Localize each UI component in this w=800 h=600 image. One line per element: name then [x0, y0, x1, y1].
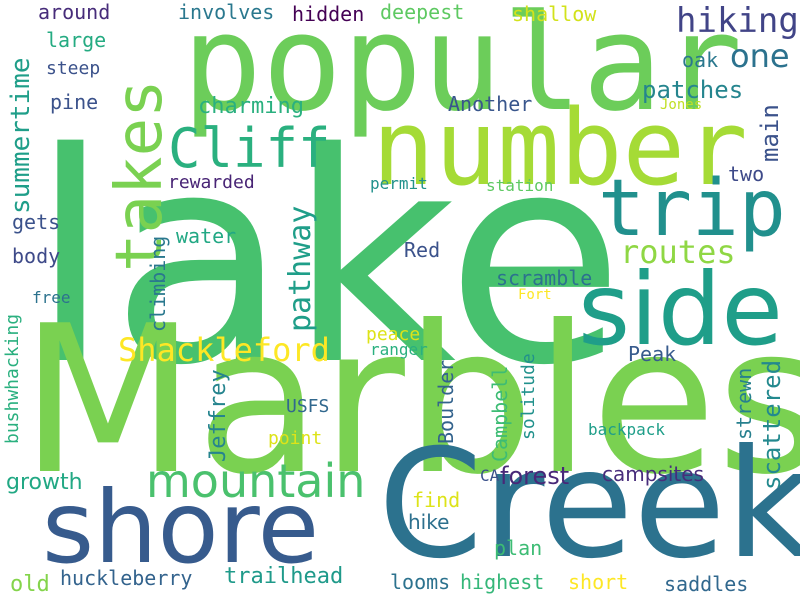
word-campbell: Campbell [488, 365, 512, 462]
word-patches: patches [642, 76, 744, 104]
word-highest: highest [460, 570, 545, 594]
word-growth: growth [6, 470, 83, 495]
word-charming: charming [198, 94, 304, 119]
word-involves: involves [178, 0, 275, 24]
word-summertime: summertime [6, 57, 36, 214]
word-strewn: strewn [732, 367, 756, 440]
word-huckleberry: huckleberry [60, 566, 193, 590]
word-looms: looms [390, 570, 451, 594]
word-jones: Jones [660, 97, 703, 113]
word-jeffrey: Jeffrey [206, 369, 231, 462]
word-climbing: climbing [146, 235, 170, 332]
word-free: free [32, 288, 71, 307]
word-shore: shore [42, 469, 320, 586]
word-shackleford: Shackleford [118, 331, 330, 369]
word-permit: permit [370, 174, 428, 193]
word-ca: CA [480, 466, 500, 485]
word-hike: hike [408, 510, 450, 534]
word-pine: pine [50, 90, 99, 114]
word-short: short [568, 570, 629, 594]
word-another: Another [448, 92, 533, 116]
word-large: large [46, 28, 107, 52]
word-side: side [578, 251, 783, 368]
word-campsites: campsites [602, 462, 704, 486]
word-shallow: shallow [512, 2, 597, 26]
word-hidden: hidden [292, 2, 365, 26]
word-station: station [486, 176, 554, 195]
word-hiking: hiking [676, 1, 799, 41]
word-gets: gets [12, 210, 61, 234]
word-main: main [756, 104, 784, 162]
word-red: Red [404, 238, 441, 262]
word-routes: routes [620, 233, 736, 271]
word-oak: oak [682, 48, 719, 72]
word-steep: steep [46, 58, 101, 79]
word-popular: popular [182, 0, 743, 141]
word-forest: forest [500, 462, 570, 490]
word-two: two [728, 162, 765, 186]
word-marbles: Marbles [20, 283, 800, 520]
word-pathway: pathway [283, 205, 318, 332]
word-number: number [372, 87, 748, 209]
word-scattered: scattered [758, 359, 786, 490]
word-saddles: saddles [664, 572, 749, 596]
word-fort: Fort [518, 287, 552, 303]
word-trip: trip [598, 164, 786, 254]
word-cliff: Cliff [168, 117, 331, 180]
word-boulder: Boulder [434, 359, 458, 444]
word-water: water [176, 224, 237, 248]
word-around: around [38, 0, 111, 24]
word-backpack: backpack [588, 420, 666, 439]
word-peak: Peak [628, 342, 677, 366]
word-one: one [730, 37, 790, 75]
word-scramble: scramble [496, 266, 593, 290]
word-ranger: ranger [370, 340, 428, 359]
word-lake: lake [30, 92, 625, 429]
word-deepest: deepest [380, 0, 465, 24]
word-old: old [10, 572, 50, 597]
word-body: body [12, 244, 61, 268]
word-peace: peace [366, 324, 421, 345]
word-rewarded: rewarded [168, 172, 255, 193]
word-creek: Creek [378, 418, 800, 592]
word-mountain: mountain [146, 454, 366, 508]
word-find: find [412, 488, 461, 512]
word-solitude: solitude [518, 353, 539, 440]
word-bushwhacking: bushwhacking [2, 313, 23, 444]
word-point: point [268, 428, 323, 449]
word-plan: plan [494, 536, 543, 560]
word-usfs: USFS [286, 396, 330, 417]
word-trailhead: trailhead [224, 564, 344, 589]
